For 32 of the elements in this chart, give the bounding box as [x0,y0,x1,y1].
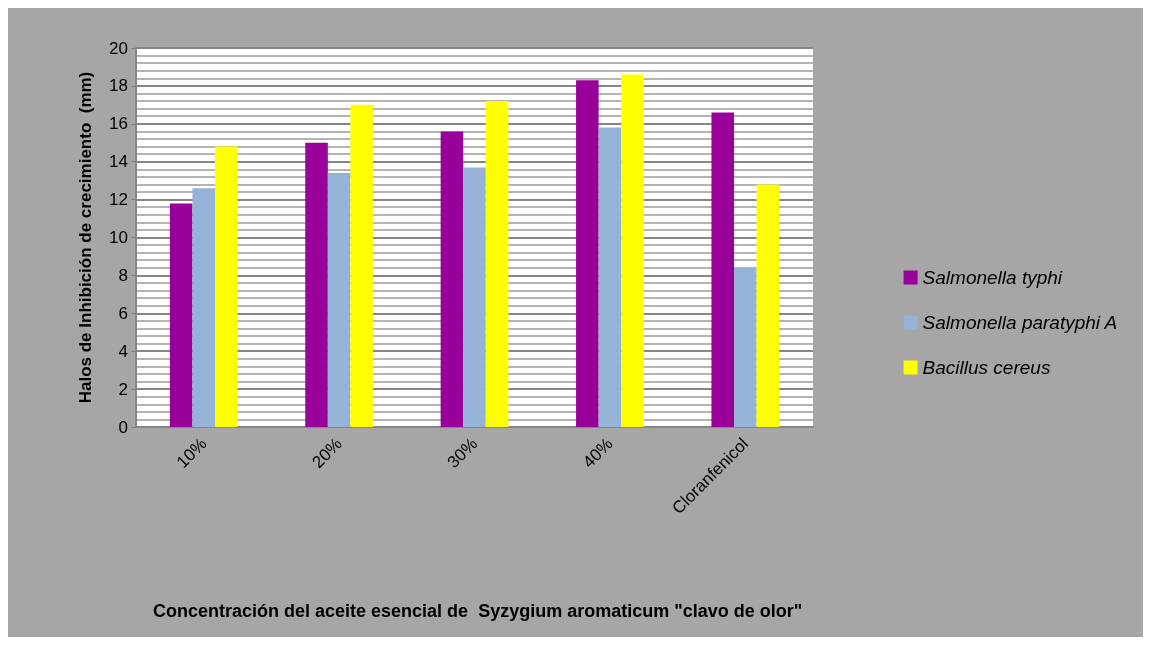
bar [169,203,193,427]
bar [192,188,215,427]
legend-label: Salmonella typhi [922,267,1063,288]
y-tick-label: 0 [118,417,128,437]
bar [485,101,509,427]
legend-label: Salmonella paratyphi A [922,312,1118,333]
bar [711,112,735,427]
legend-label: Bacillus cereus [922,357,1051,378]
y-tick-label: 16 [109,114,128,134]
y-tick-label: 2 [118,379,128,399]
x-tick-label: 40% [579,434,617,472]
x-axis-title: Concentración del aceite esencial de Syzygium aromaticum "clavo de olor" [153,601,803,621]
y-tick-label: 10 [109,228,128,247]
y-tick-label: 20 [109,38,128,58]
bar [734,267,757,427]
bar [598,127,622,427]
bar [756,184,780,427]
bar [350,104,373,427]
y-tick-label: 8 [118,265,128,285]
y-tick-label: 14 [109,152,128,172]
bar [576,80,599,427]
bar [621,74,644,427]
y-tick-label: 4 [118,341,128,361]
bar [214,146,238,427]
bar [327,173,351,427]
y-tick-label: 12 [109,190,128,210]
y-axis-title: Halos de Inhibición de crecimiento (mm) [76,71,95,404]
bar [463,167,486,427]
bar [305,142,328,427]
y-tick-label: 18 [109,76,128,96]
y-tick-label: 6 [118,303,128,323]
bar [440,131,464,427]
